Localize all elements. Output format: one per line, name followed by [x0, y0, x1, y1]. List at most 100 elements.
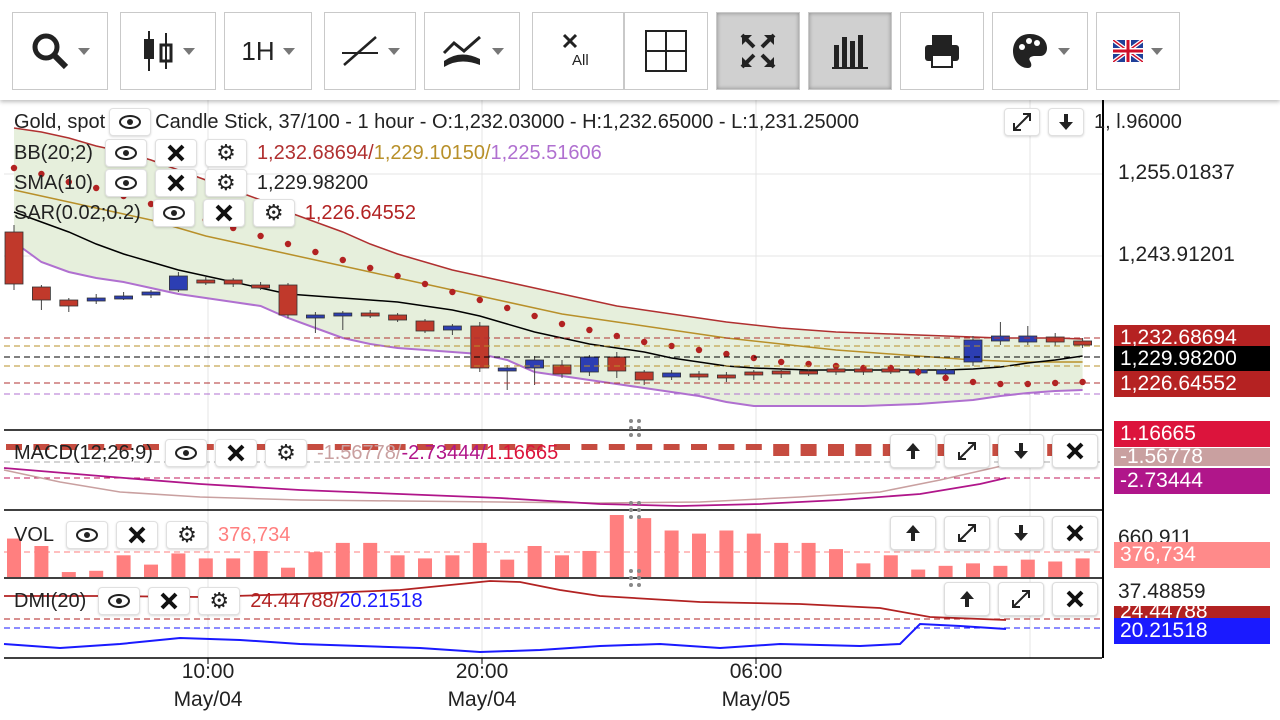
macd-remove-button[interactable]: [214, 439, 257, 467]
eye-icon: [114, 176, 137, 190]
sar-dot: [997, 380, 1004, 388]
macd-settings-button[interactable]: ⚙: [264, 439, 307, 467]
volume-bars: [7, 515, 1090, 577]
sma-value: 1,229.98200: [256, 171, 369, 194]
dmi-close-button[interactable]: [1052, 582, 1098, 616]
language-button[interactable]: [1096, 12, 1180, 90]
macd-bar: [307, 444, 324, 450]
vol-settings-button[interactable]: ⚙: [166, 521, 209, 549]
arrow-down-icon: [1014, 443, 1028, 459]
vol-tag: 376,734: [1114, 542, 1270, 568]
dmi-minus-tag: 20.21518: [1114, 618, 1270, 644]
dmi-plus-value: 24.44788/: [250, 589, 340, 612]
fullscreen-button[interactable]: [716, 12, 800, 90]
indicator-button[interactable]: [424, 12, 520, 90]
volume-bar: [664, 530, 679, 577]
vol-maximize-button[interactable]: [944, 516, 990, 550]
macd-bar: [581, 444, 598, 450]
sma-remove-button[interactable]: [154, 169, 197, 197]
volume-bar: [308, 552, 323, 577]
macd-maximize-button[interactable]: [944, 434, 990, 468]
volume-bar: [363, 542, 378, 577]
vol-close-button[interactable]: [1052, 516, 1098, 550]
sar-dot: [750, 354, 757, 362]
sar-dot: [394, 272, 401, 280]
sar-dot: [558, 320, 566, 328]
eye-icon: [114, 146, 137, 160]
arrow-down-icon: [1014, 525, 1028, 541]
dmi-remove-button[interactable]: [148, 587, 191, 615]
maximize-icon: [1013, 113, 1031, 131]
dmi-move-up-button[interactable]: [944, 582, 990, 616]
candle-body: [86, 297, 106, 302]
theme-button[interactable]: [992, 12, 1088, 90]
volume-bar: [966, 563, 980, 577]
arrow-up-icon: [960, 591, 974, 607]
dmi-visibility-button[interactable]: [98, 587, 141, 615]
volume-bar: [692, 533, 706, 577]
sar-dot: [668, 342, 675, 350]
sar-dot: [915, 368, 922, 376]
sar-settings-button[interactable]: ⚙: [252, 199, 295, 227]
candle-body: [442, 325, 462, 331]
maximize-main-button[interactable]: [1004, 108, 1040, 136]
chart-type-button[interactable]: [120, 12, 216, 90]
sar-dot: [147, 200, 155, 208]
macd-signal-tag: -2.73444: [1114, 468, 1270, 494]
sar-dot: [586, 326, 593, 334]
candle-body: [360, 312, 380, 317]
sma-visibility-button[interactable]: [104, 169, 147, 197]
volume-toggle-button[interactable]: [808, 12, 892, 90]
eye-icon: [174, 446, 197, 460]
eye-icon: [162, 206, 185, 220]
line-draw-icon: [342, 36, 378, 66]
move-down-main-button[interactable]: [1048, 108, 1084, 136]
vol-move-down-button[interactable]: [998, 516, 1044, 550]
crosshair-button[interactable]: [624, 12, 708, 90]
volume-bar: [418, 558, 432, 577]
sar-value: 1,226.64552: [304, 201, 416, 224]
sar-visibility-button[interactable]: [152, 199, 195, 227]
volume-bar: [829, 549, 843, 577]
vol-remove-button[interactable]: [116, 521, 159, 549]
bb-remove-button[interactable]: [154, 139, 197, 167]
print-button[interactable]: [900, 12, 984, 90]
search-button[interactable]: [12, 12, 108, 90]
macd-bar: [417, 444, 433, 450]
macd-move-down-button[interactable]: [998, 434, 1044, 468]
bb-visibility-button[interactable]: [104, 139, 147, 167]
candle-body: [333, 312, 353, 317]
dmi-maximize-button[interactable]: [998, 582, 1044, 616]
candlestick-icon: [144, 31, 173, 71]
sar-remove-button[interactable]: [202, 199, 245, 227]
macd-move-up-button[interactable]: [890, 434, 936, 468]
candle-body: [278, 284, 298, 316]
volume-bar: [116, 555, 131, 577]
deselect-all-button[interactable]: All: [532, 12, 624, 90]
candle-body: [388, 314, 408, 321]
volume-bar: [144, 564, 158, 577]
macd-bar: [6, 444, 22, 450]
volume-bar: [883, 555, 898, 577]
volume-bar: [89, 570, 104, 577]
candle-body: [607, 356, 627, 372]
volume-bar: [34, 546, 49, 577]
sar-dot: [367, 264, 374, 272]
timeframe-button[interactable]: 1H: [224, 12, 312, 90]
bb-settings-button[interactable]: ⚙: [204, 139, 247, 167]
sma-settings-button[interactable]: ⚙: [204, 169, 247, 197]
macd-bar: [33, 444, 50, 450]
candle-body: [251, 284, 271, 289]
toggle-visibility-button[interactable]: [109, 108, 152, 136]
macd-visibility-button[interactable]: [164, 439, 207, 467]
candlesticks: [4, 225, 1092, 390]
drawing-tool-button[interactable]: [324, 12, 416, 90]
symbol-name: Gold, spot: [14, 110, 106, 133]
price-axis-label: 1,255.01837: [1118, 161, 1235, 184]
vol-move-up-button[interactable]: [890, 516, 936, 550]
macd-close-button[interactable]: [1052, 434, 1098, 468]
vol-visibility-button[interactable]: [66, 521, 109, 549]
dmi-settings-button[interactable]: ⚙: [198, 587, 241, 615]
time-label: 06:00: [729, 660, 783, 683]
close-icon: [1066, 590, 1084, 608]
